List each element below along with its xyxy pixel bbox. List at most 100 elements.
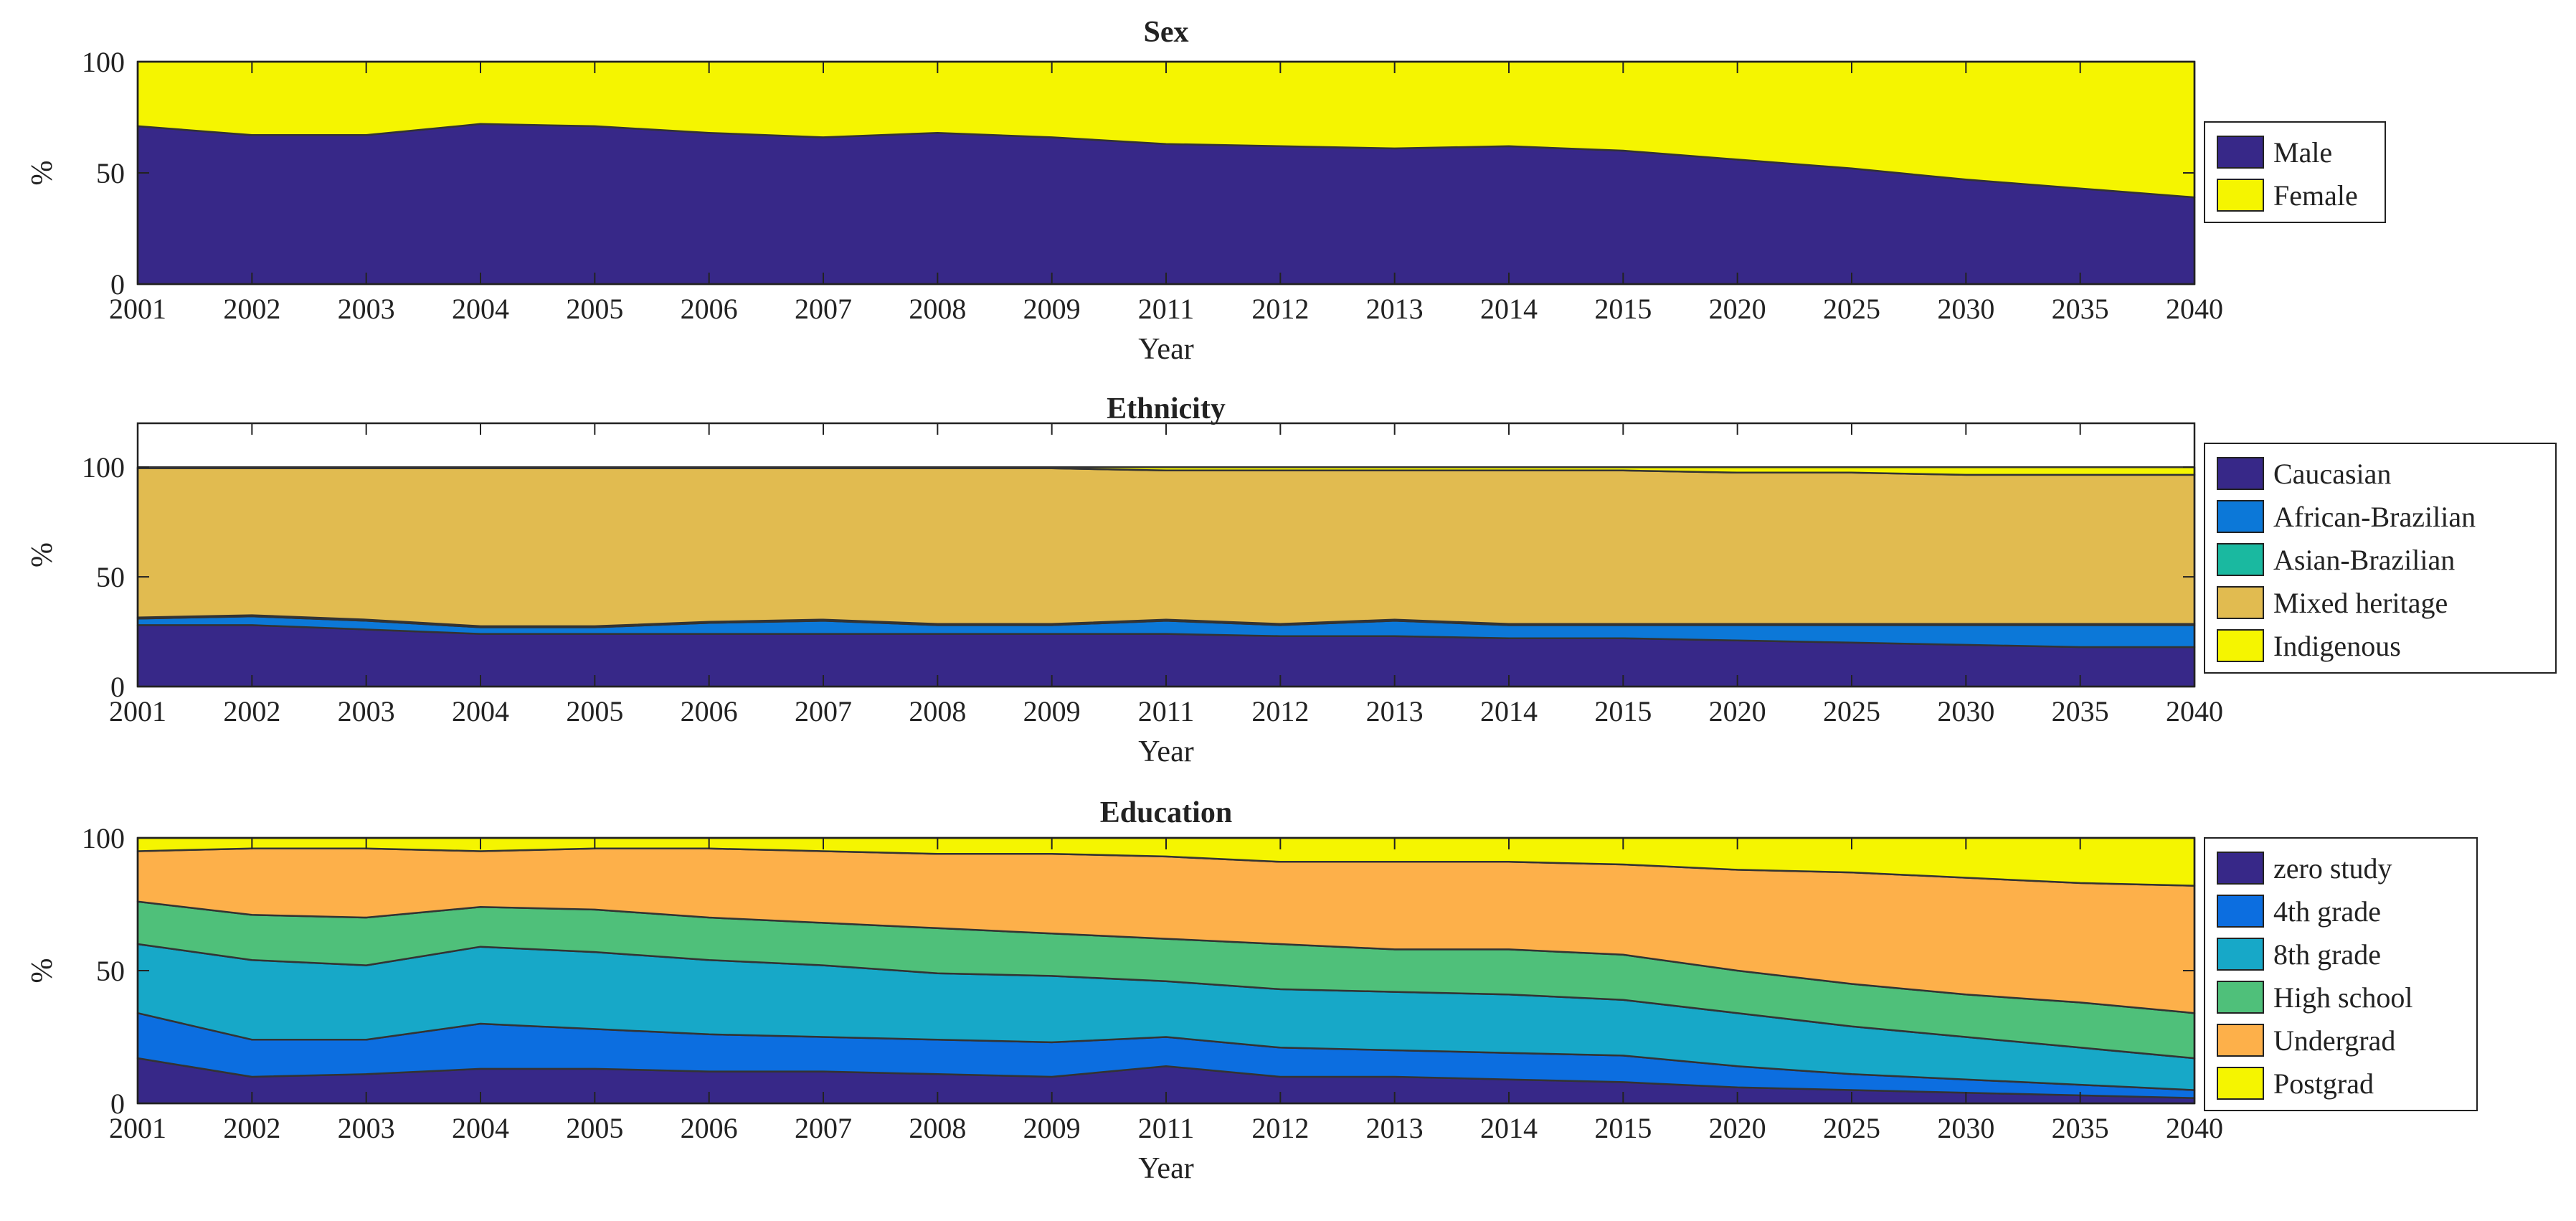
x-tick-label: 2025: [1823, 695, 1880, 727]
y-tick-label: 100: [82, 451, 125, 484]
legend-label-high-school: High school: [2273, 981, 2412, 1014]
x-tick-label: 2030: [1937, 695, 1994, 727]
x-tick-label: 2002: [223, 1112, 280, 1144]
x-tick-label: 2012: [1251, 1112, 1309, 1144]
legend-swatch-high-school: [2217, 981, 2264, 1014]
x-tick-label: 2013: [1366, 695, 1424, 727]
x-tick-label: 2007: [795, 1112, 852, 1144]
legend-label-asian-brazilian: Asian-Brazilian: [2273, 544, 2455, 576]
x-tick-label: 2025: [1823, 293, 1880, 325]
y-tick-label: 50: [96, 561, 125, 593]
legend-swatch-male: [2217, 136, 2264, 169]
x-tick-label: 2007: [795, 293, 852, 325]
legend-label-4th-grade: 4th grade: [2273, 895, 2381, 928]
x-tick-label: 2003: [338, 1112, 395, 1144]
legend-label-caucasian: Caucasian: [2273, 458, 2391, 490]
x-tick-label: 2025: [1823, 1112, 1880, 1144]
legend-label-male: Male: [2273, 136, 2332, 169]
x-tick-label: 2015: [1594, 695, 1652, 727]
x-tick-label: 2030: [1937, 1112, 1994, 1144]
x-tick-label: 2040: [2166, 695, 2223, 727]
x-tick-label: 2009: [1023, 1112, 1081, 1144]
x-tick-label: 2011: [1138, 293, 1195, 325]
x-tick-label: 2014: [1480, 695, 1538, 727]
x-axis-label: Year: [1138, 735, 1193, 768]
y-tick-label: 100: [82, 46, 125, 78]
x-tick-label: 2002: [223, 695, 280, 727]
x-tick-label: 2012: [1251, 293, 1309, 325]
chart-sex: 2001 2002 2003 2004 2005 2006 2007 2008 2009 2011…: [26, 16, 2386, 366]
x-tick-label: 2004: [452, 293, 509, 325]
x-tick-label: 2015: [1594, 293, 1652, 325]
chart-ethnicity: 2001 2002 2003 2004 2005 2006 2007 2008 2009 2011…: [26, 392, 2557, 768]
x-tick-label: 2001: [109, 293, 166, 325]
y-tick-label: 50: [96, 157, 125, 189]
x-tick-label: 2002: [223, 293, 280, 325]
legend-swatch-mixed-heritage: [2217, 586, 2264, 619]
chart-title: Education: [1100, 796, 1232, 829]
x-tick-label: 2006: [681, 695, 738, 727]
legend: Male Female: [2204, 121, 2386, 223]
y-axis-label: %: [26, 542, 59, 567]
x-tick-label: 2011: [1138, 695, 1195, 727]
legend-label-female: Female: [2273, 179, 2358, 212]
x-tick-label: 2030: [1937, 293, 1994, 325]
legend-swatch-postgrad: [2217, 1067, 2264, 1100]
legend-label-undergrad: Undergrad: [2273, 1024, 2395, 1057]
x-tick-label: 2040: [2166, 293, 2223, 325]
y-tick-label: 100: [82, 822, 125, 854]
legend-swatch-zero-study: [2217, 852, 2264, 885]
legend-label-8th-grade: 8th grade: [2273, 938, 2381, 971]
x-tick-label: 2020: [1709, 293, 1766, 325]
x-tick-label: 2013: [1366, 1112, 1424, 1144]
y-tick-label: 0: [110, 1088, 125, 1120]
legend-swatch-caucasian: [2217, 457, 2264, 490]
x-tick-label: 2035: [2052, 293, 2109, 325]
x-tick-label: 2014: [1480, 1112, 1538, 1144]
x-tick-label: 2007: [795, 695, 852, 727]
x-tick-label: 2004: [452, 1112, 509, 1144]
x-tick-label: 2005: [566, 1112, 623, 1144]
x-tick-label: 2008: [909, 293, 966, 325]
x-tick-label: 2015: [1594, 1112, 1652, 1144]
y-tick-label: 0: [110, 671, 125, 703]
legend-swatch-undergrad: [2217, 1024, 2264, 1057]
x-tick-label: 2005: [566, 293, 623, 325]
x-tick-label: 2035: [2052, 1112, 2109, 1144]
x-tick-label: 2011: [1138, 1112, 1195, 1144]
x-tick-label: 2004: [452, 695, 509, 727]
x-tick-label: 2035: [2052, 695, 2109, 727]
legend-swatch-female: [2217, 179, 2264, 212]
chart-title: Ethnicity: [1107, 392, 1226, 425]
area-mixed-heritage: [136, 467, 2196, 628]
y-tick-label: 50: [96, 955, 125, 987]
x-tick-label: 2014: [1480, 293, 1538, 325]
x-tick-label: 2009: [1023, 293, 1081, 325]
legend-label-african-brazilian: African-Brazilian: [2273, 501, 2476, 533]
x-tick-label: 2001: [109, 1112, 166, 1144]
y-axis-label: %: [26, 958, 59, 984]
y-axis-label: %: [26, 161, 59, 186]
x-axis-label: Year: [1138, 1152, 1193, 1185]
legend-label-zero-study: zero study: [2273, 852, 2392, 885]
x-tick-label: 2001: [109, 695, 166, 727]
x-tick-label: 2012: [1251, 695, 1309, 727]
x-tick-label: 2006: [681, 293, 738, 325]
legend-label-mixed-heritage: Mixed heritage: [2273, 587, 2448, 619]
legend-swatch-4th-grade: [2217, 895, 2264, 928]
x-tick-label: 2040: [2166, 1112, 2223, 1144]
x-tick-label: 2005: [566, 695, 623, 727]
legend-swatch-asian-brazilian: [2217, 543, 2264, 576]
x-tick-label: 2013: [1366, 293, 1424, 325]
legend: Caucasian African-Brazilian Asian-Brazilia…: [2204, 443, 2557, 674]
x-tick-label: 2003: [338, 695, 395, 727]
y-tick-label: 0: [110, 268, 125, 301]
x-axis-label: Year: [1138, 333, 1193, 366]
legend-label-indigenous: Indigenous: [2273, 630, 2401, 662]
chart-education: 2001 2002 2003 2004 2005 2006 2007 2008 2009 2011…: [26, 796, 2478, 1185]
legend-swatch-african-brazilian: [2217, 500, 2264, 533]
x-tick-label: 2003: [338, 293, 395, 325]
x-tick-label: 2006: [681, 1112, 738, 1144]
x-tick-label: 2020: [1709, 1112, 1766, 1144]
